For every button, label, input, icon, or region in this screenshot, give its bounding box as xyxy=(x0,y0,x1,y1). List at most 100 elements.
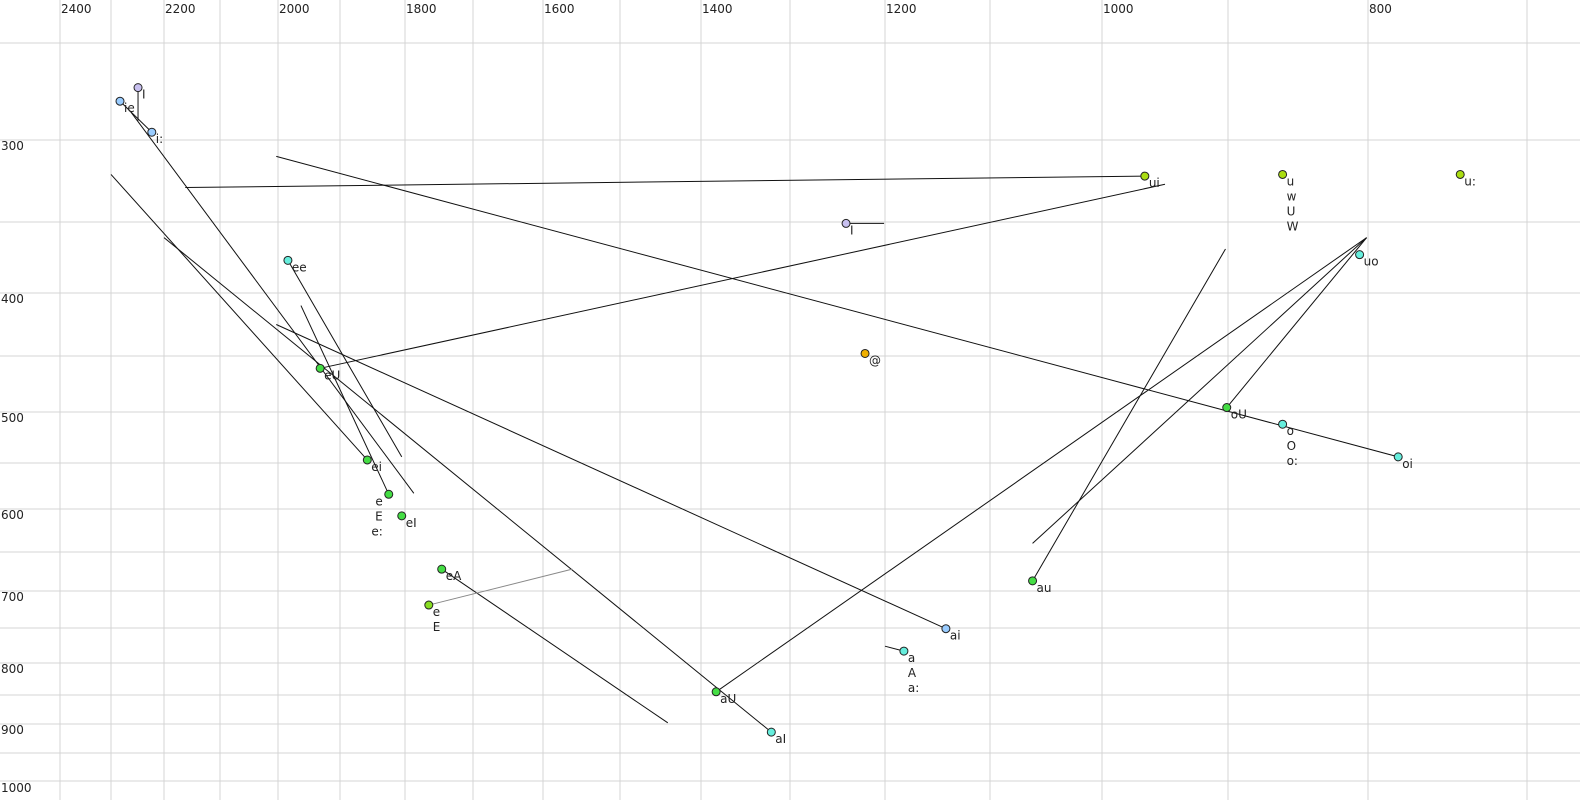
point-label: u: xyxy=(1464,174,1476,188)
trajectory-line xyxy=(276,324,947,630)
point-label: U xyxy=(1287,204,1296,218)
point-label: ai xyxy=(950,629,961,643)
trajectory-line xyxy=(1032,248,1226,582)
point-marker xyxy=(397,511,407,521)
point-label: W xyxy=(1287,219,1299,233)
point-label: aU xyxy=(720,692,736,706)
vowel-point: ei xyxy=(362,455,382,474)
x-tick-label: 2400 xyxy=(61,2,92,16)
trajectories xyxy=(110,87,1399,733)
vowel-point: aI xyxy=(766,727,786,746)
trajectory-line xyxy=(1226,237,1367,408)
point-marker xyxy=(1455,169,1465,179)
point-label: I xyxy=(142,88,146,102)
vowel-point: aU xyxy=(711,687,736,706)
trajectory-line xyxy=(119,100,153,133)
x-tick-label: 1000 xyxy=(1103,2,1134,16)
vowel-point: ie xyxy=(115,96,135,115)
point-label: E xyxy=(375,509,383,523)
y-tick-label: 900 xyxy=(1,723,24,737)
point-marker xyxy=(1222,403,1232,413)
point-label: ie xyxy=(124,101,135,115)
trajectory-line xyxy=(185,175,1145,189)
vowel-point: ee xyxy=(283,255,307,274)
point-marker xyxy=(362,455,372,465)
point-label: I xyxy=(850,223,854,237)
point-label: a xyxy=(908,651,915,665)
point-label: e: xyxy=(371,524,382,538)
trajectory-line xyxy=(276,155,1399,458)
vowel-point: i: xyxy=(147,127,163,146)
point-marker xyxy=(1278,169,1288,179)
trajectory-line xyxy=(287,260,403,458)
x-tick-label: 1200 xyxy=(886,2,917,16)
point-marker xyxy=(283,255,293,265)
x-tick-label: 1600 xyxy=(544,2,575,16)
trajectory-line xyxy=(129,110,415,494)
point-marker xyxy=(1028,576,1038,586)
point-marker xyxy=(860,348,870,358)
vowel-point: oU xyxy=(1222,403,1247,422)
trajectory-line xyxy=(320,183,1166,369)
point-label: e xyxy=(433,605,440,619)
point-label: E xyxy=(433,620,441,634)
point-marker xyxy=(1140,171,1150,181)
trajectory-line xyxy=(1032,237,1367,544)
vowel-point: eA xyxy=(437,564,462,583)
y-tick-label: 500 xyxy=(1,411,24,425)
axis-ticks: 2400 2200 2000 1800 1600 1400 1200 1000 800 300 40… xyxy=(1,2,1392,795)
y-tick-label: 700 xyxy=(1,590,24,604)
vowel-point: I xyxy=(133,83,146,102)
point-label: oi xyxy=(1402,457,1413,471)
point-marker xyxy=(147,127,157,137)
trajectory-line xyxy=(110,174,368,461)
point-label: w xyxy=(1287,189,1297,203)
vowel-point: I xyxy=(841,218,854,237)
point-label: A xyxy=(908,666,917,680)
point-marker xyxy=(711,687,721,697)
point-marker xyxy=(1355,250,1365,260)
point-label: ee xyxy=(292,260,307,274)
x-tick-label: 2000 xyxy=(279,2,310,16)
point-label: eI xyxy=(406,516,417,530)
trajectory-line xyxy=(163,237,772,733)
y-tick-label: 600 xyxy=(1,508,24,522)
y-tick-label: 1000 xyxy=(1,781,32,795)
vowel-point: eE xyxy=(424,600,441,634)
point-marker xyxy=(941,624,951,634)
point-marker xyxy=(766,727,776,737)
point-marker xyxy=(315,363,325,373)
x-tick-label: 2200 xyxy=(165,2,196,16)
point-label: a: xyxy=(908,681,919,695)
x-tick-label: 1800 xyxy=(406,2,437,16)
point-marker xyxy=(133,83,143,93)
trajectory-line xyxy=(715,237,1367,693)
point-label: i: xyxy=(156,132,163,146)
point-marker xyxy=(899,646,909,656)
vowel-point: oOo: xyxy=(1278,419,1298,468)
point-label: o xyxy=(1287,424,1294,438)
x-tick-label: 1400 xyxy=(702,2,733,16)
point-marker xyxy=(115,96,125,106)
vowel-point: aAa: xyxy=(899,646,919,695)
point-label: oU xyxy=(1231,408,1247,422)
point-label: O xyxy=(1287,439,1296,453)
y-tick-label: 800 xyxy=(1,662,24,676)
point-label: au xyxy=(1037,581,1052,595)
point-label: eU xyxy=(324,368,340,382)
trajectory-line xyxy=(441,568,669,724)
point-label: eA xyxy=(446,569,462,583)
point-label: aI xyxy=(775,732,786,746)
vowel-point: eI xyxy=(397,511,417,530)
vowel-point: eEe: xyxy=(371,489,394,538)
point-label: ui xyxy=(1149,176,1160,190)
point-marker xyxy=(437,564,447,574)
y-tick-label: 400 xyxy=(1,292,24,306)
point-marker xyxy=(1393,452,1403,462)
vowel-point: u: xyxy=(1455,169,1476,188)
vowel-point: eU xyxy=(315,363,340,382)
vowel-point: ai xyxy=(941,624,961,643)
y-tick-label: 300 xyxy=(1,139,24,153)
